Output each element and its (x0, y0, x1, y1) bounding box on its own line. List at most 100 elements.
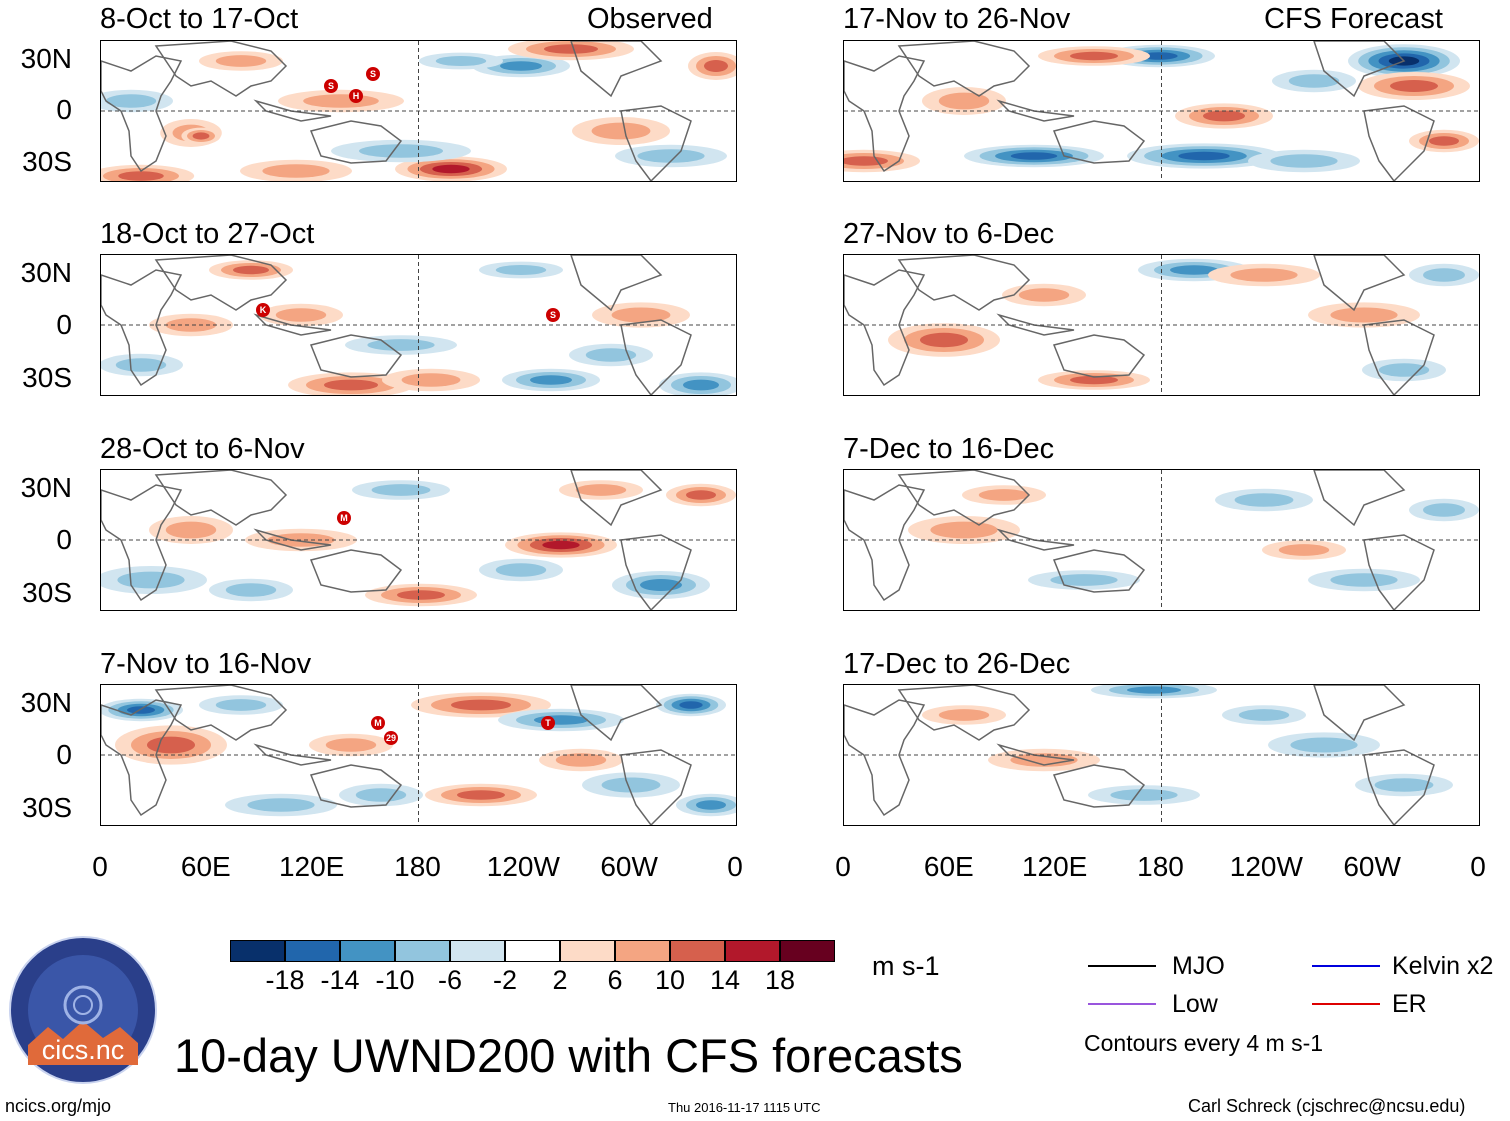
contour-note: Contours every 4 m s-1 (1084, 1030, 1324, 1056)
anomaly-cell (397, 590, 445, 600)
anomaly-cell (1270, 154, 1338, 168)
storm-marker: 29 (384, 731, 398, 745)
colorbar-swatch (725, 940, 780, 962)
y-tick-30n: 30N (20, 687, 72, 718)
storm-marker: T (541, 716, 555, 730)
coastline (1363, 319, 1435, 395)
coastline (101, 269, 183, 387)
colorbar-swatch (395, 940, 450, 962)
coastline (897, 255, 1031, 311)
logo-wordmark: cics.nc (41, 1035, 125, 1065)
colorbar-swatch (230, 940, 285, 962)
panel-plot (101, 685, 736, 825)
coastline (620, 749, 692, 825)
colorbar-tick-label: -2 (492, 965, 517, 995)
anomaly-cell (117, 571, 185, 589)
x-tick-label: 120E (278, 851, 345, 882)
anomaly-cell (1423, 268, 1465, 282)
panel-fc4 (843, 684, 1480, 826)
coastline (897, 685, 1031, 741)
x-tick-label: 60W (1343, 851, 1401, 882)
anomaly-cell (247, 798, 315, 812)
anomaly-cell (938, 709, 990, 721)
y-tick-30s: 30S (22, 146, 72, 177)
anomaly-cell (601, 777, 661, 793)
coastline (996, 743, 1075, 766)
anomaly-cell (165, 318, 217, 332)
anomaly-cell (233, 265, 269, 275)
coastline (154, 41, 288, 97)
coastline (844, 269, 926, 387)
coastline (897, 41, 1031, 97)
coastline (253, 528, 332, 551)
colorbar-tick-label: 18 (764, 965, 796, 995)
anomaly-cell (432, 164, 470, 174)
anomaly-cell (640, 579, 682, 591)
coastline (101, 484, 183, 602)
anomaly-cell (401, 373, 461, 387)
anomaly-cell (495, 264, 547, 276)
coastline (309, 764, 403, 808)
x-tick-label: 180 (1137, 851, 1184, 882)
panel-title-fc1: 17-Nov to 26-Nov (843, 3, 1071, 35)
anomaly-cell (575, 484, 627, 496)
panel-title-obs2: 18-Oct to 27-Oct (100, 218, 315, 250)
coastline (1313, 41, 1406, 98)
x-tick-label: 0 (835, 851, 851, 882)
coastline (1052, 120, 1146, 164)
colorbar-swatch (285, 940, 340, 962)
panel-title-obs1: 8-Oct to 17-Oct (100, 3, 299, 35)
coastline (253, 99, 332, 122)
coastline (154, 685, 288, 741)
anomaly-cell (1050, 574, 1118, 586)
anomaly-cell (127, 706, 155, 714)
anomaly-cell (457, 790, 505, 800)
storm-marker: S (366, 67, 380, 81)
coastline (620, 319, 692, 395)
x-tick-label: 60E (923, 851, 974, 882)
anomaly-cell (1330, 307, 1398, 323)
panel-obs3: M (100, 469, 737, 611)
coastline (101, 55, 183, 173)
anomaly-cell (679, 701, 703, 709)
anomaly-cell (371, 484, 431, 496)
anomaly-cell (1374, 778, 1434, 792)
coastline (996, 313, 1075, 336)
coastline (253, 313, 332, 336)
colorbar-tick-label: 2 (552, 965, 568, 995)
anomaly-cell (591, 122, 651, 140)
legend-er-line (1312, 1003, 1380, 1005)
x-tick-label: 60W (600, 851, 658, 882)
coastline (844, 484, 926, 602)
y-tick-30n: 30N (20, 472, 72, 503)
y-tick-30n: 30N (20, 43, 72, 74)
anomaly-cell (451, 699, 511, 711)
panel-label-observed: Observed (587, 3, 713, 35)
panel-title-obs3: 28-Oct to 6-Nov (100, 433, 305, 465)
coastline (570, 255, 663, 312)
colorbar-tick-label: -14 (320, 965, 360, 995)
coastline (844, 699, 926, 817)
panel-title-fc3: 7-Dec to 16-Dec (843, 433, 1055, 465)
y-tick-30s: 30S (22, 362, 72, 393)
anomaly-cell (1170, 265, 1218, 275)
colorbar-swatch (340, 940, 395, 962)
storm-marker: K (256, 303, 270, 317)
panel-plot (101, 470, 736, 610)
storm-marker: S (324, 79, 338, 93)
legend-mjo-line (1088, 965, 1156, 967)
footer-url[interactable]: ncics.org/mjo (5, 1096, 112, 1116)
storm-marker: S (546, 308, 560, 322)
storm-marker: M (337, 511, 351, 525)
colorbar-units: m s-1 (872, 951, 940, 981)
coastline (1363, 105, 1435, 181)
coastline (154, 470, 288, 526)
anomaly-cell (105, 94, 157, 108)
legend-low-line (1088, 1003, 1156, 1005)
panel-title-fc4: 17-Dec to 26-Dec (843, 648, 1071, 680)
anomaly-cell (359, 144, 443, 158)
anomaly-cell (215, 699, 267, 711)
anomaly-cell (1390, 80, 1438, 92)
y-tick-eq: 0 (56, 739, 72, 770)
coastline (1363, 534, 1435, 610)
